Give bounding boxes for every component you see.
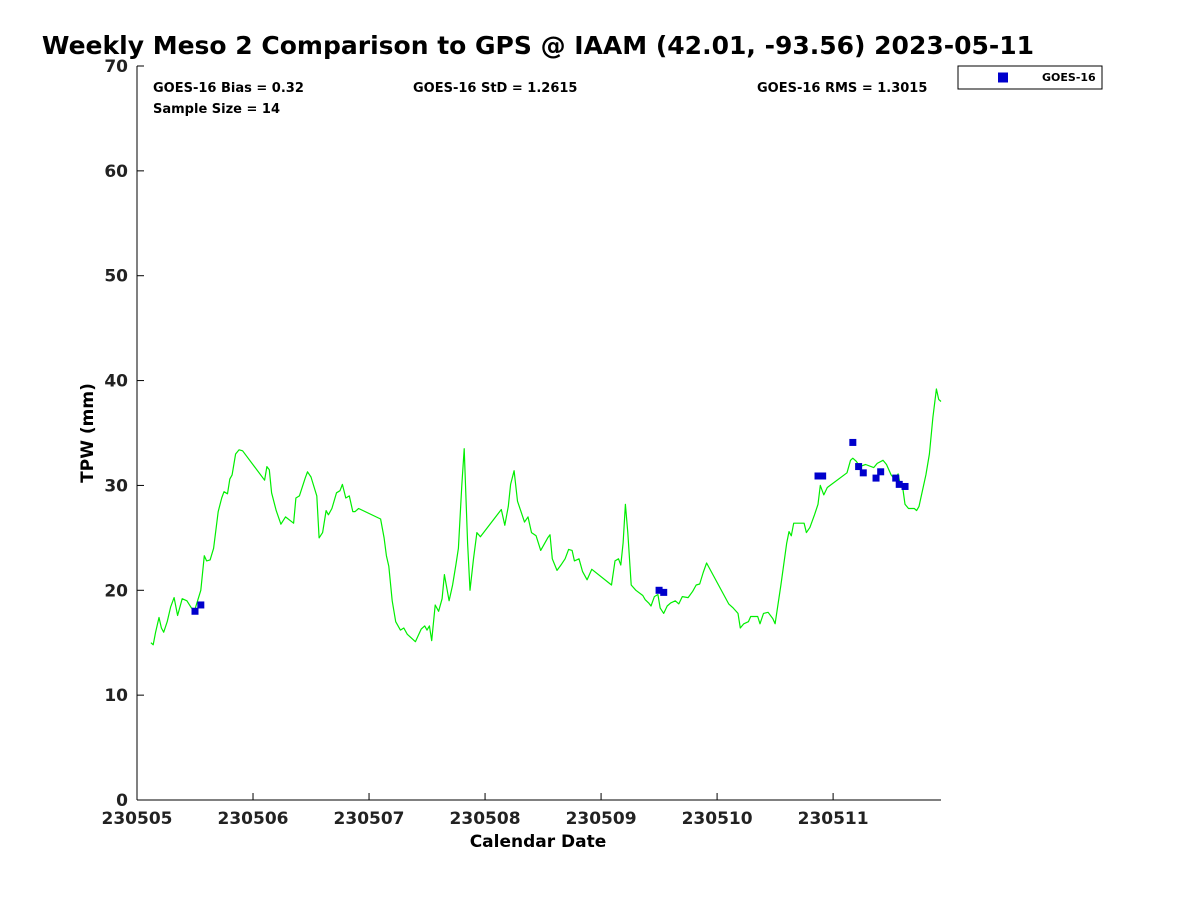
x-axis-label: Calendar Date bbox=[470, 832, 607, 852]
goes16-point bbox=[872, 474, 880, 482]
y-tick-label: 30 bbox=[104, 476, 128, 496]
stat-sample-size: Sample Size = 14 bbox=[153, 102, 280, 117]
y-axis-label: TPW (mm) bbox=[78, 383, 98, 483]
gps-tpw-line bbox=[150, 388, 942, 646]
x-tick-label: 230506 bbox=[218, 809, 289, 829]
x-tick-label: 230510 bbox=[682, 809, 753, 829]
goes16-point bbox=[895, 480, 903, 488]
y-tick-label: 40 bbox=[104, 372, 128, 392]
x-tick-label: 230505 bbox=[102, 809, 173, 829]
goes16-point bbox=[877, 468, 885, 476]
y-tick-label: 0 bbox=[116, 791, 128, 811]
x-tick-label: 230511 bbox=[798, 809, 869, 829]
marker-layer bbox=[191, 438, 909, 615]
series-layer bbox=[150, 388, 942, 646]
y-tick-label: 60 bbox=[104, 162, 128, 182]
legend-label-goes16: GOES-16 bbox=[1042, 71, 1096, 84]
legend-marker-goes16 bbox=[998, 72, 1008, 83]
goes16-point bbox=[197, 601, 205, 609]
goes16-point bbox=[819, 472, 827, 480]
plot-area: 0 10 20 30 40 50 60 70 230505 230506 230507 230508… bbox=[102, 57, 942, 829]
goes16-point bbox=[849, 438, 857, 446]
y-axis-ticks: 0 10 20 30 40 50 60 70 bbox=[104, 57, 144, 811]
chart-title: Weekly Meso 2 Comparison to GPS @ IAAM (… bbox=[42, 31, 1034, 60]
goes16-point bbox=[859, 469, 867, 477]
legend: GOES-16 bbox=[957, 65, 1103, 90]
goes16-point bbox=[655, 586, 663, 594]
stat-rms: GOES-16 RMS = 1.3015 bbox=[757, 81, 927, 96]
x-axis-ticks: 230505 230506 230507 230508 230509 230510 2305… bbox=[102, 793, 869, 829]
goes16-point bbox=[892, 474, 900, 482]
y-tick-label: 50 bbox=[104, 267, 128, 287]
y-tick-label: 70 bbox=[104, 57, 128, 77]
goes16-point bbox=[660, 588, 668, 596]
goes16-point bbox=[855, 463, 863, 471]
goes16-point bbox=[814, 472, 822, 480]
x-tick-label: 230508 bbox=[450, 809, 521, 829]
stat-bias: GOES-16 Bias = 0.32 bbox=[153, 81, 304, 96]
x-tick-label: 230509 bbox=[566, 809, 637, 829]
x-tick-label: 230507 bbox=[334, 809, 405, 829]
stat-std: GOES-16 StD = 1.2615 bbox=[413, 81, 577, 96]
y-tick-label: 20 bbox=[104, 581, 128, 601]
legend-box bbox=[957, 65, 1103, 90]
goes16-point bbox=[901, 482, 909, 490]
y-tick-label: 10 bbox=[104, 686, 128, 706]
goes16-point bbox=[191, 607, 199, 615]
